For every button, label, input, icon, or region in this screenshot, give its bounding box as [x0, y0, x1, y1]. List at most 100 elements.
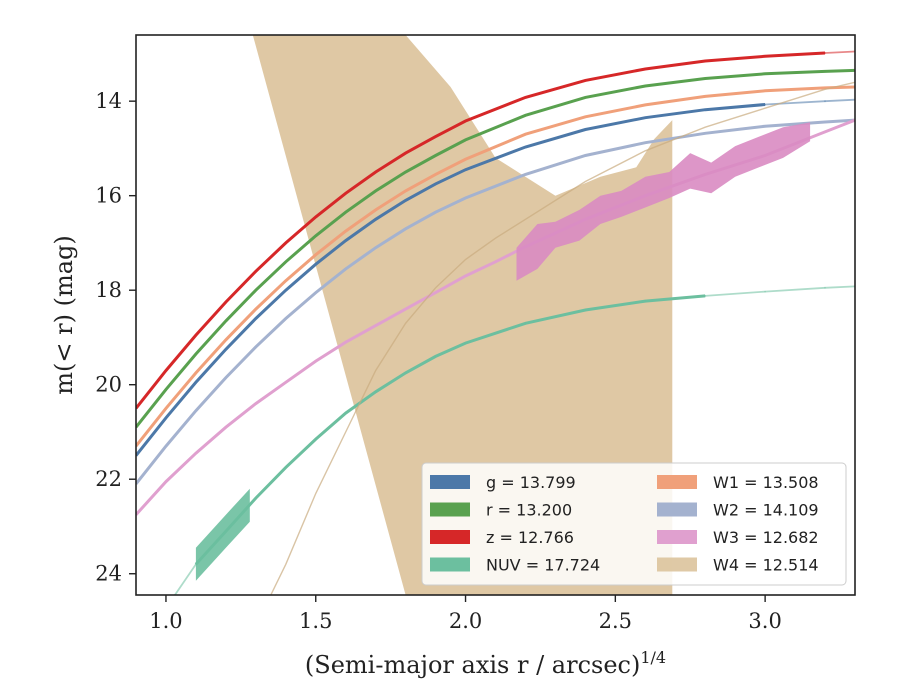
series-w3-point [254, 402, 257, 405]
series-w3-point [225, 426, 227, 429]
legend-label-w4: W4 = 12.514 [713, 556, 819, 575]
series-r-point [464, 139, 467, 141]
series-g-point [344, 239, 347, 242]
series-w2-point [524, 173, 527, 176]
series-w1-point [644, 104, 647, 106]
series-r-point [434, 154, 437, 157]
x-tick-label: 3.0 [748, 609, 781, 633]
series-z-point [764, 55, 766, 58]
series-g-point [764, 103, 766, 106]
series-r-point [225, 320, 227, 322]
series-r-point [284, 260, 287, 263]
series-r-point [344, 211, 347, 214]
legend-label-w1: W1 = 13.508 [713, 473, 819, 492]
legend-swatch-nuv [430, 557, 470, 572]
series-z-point [464, 120, 467, 122]
x-tick-label: 1.0 [149, 609, 182, 633]
series-nuv-point [464, 342, 467, 344]
series-z-point [374, 171, 377, 173]
series-w3-point [434, 291, 437, 294]
y-tick-label: 22 [95, 467, 122, 491]
series-r-point [314, 234, 317, 237]
y-tick-label: 20 [95, 373, 122, 397]
legend-label-nuv: NUV = 17.724 [486, 556, 600, 575]
series-g-point [644, 116, 647, 119]
series-r-point [644, 85, 647, 87]
series-z-point [254, 270, 257, 273]
series-g-point [464, 168, 467, 171]
y-axis: 14 16 18 20 22 24 [95, 89, 136, 586]
series-nuv-point [644, 300, 647, 302]
series-g-point [434, 183, 437, 185]
series-w1-point [344, 230, 347, 233]
series-z-point [704, 60, 707, 62]
series-w2-point [284, 317, 287, 320]
series-w1-point [584, 115, 587, 118]
series-r-point [254, 289, 257, 292]
series-g-point [254, 317, 257, 320]
series-w3-point [494, 260, 497, 263]
series-nuv-point [284, 466, 287, 469]
series-w3-point [314, 360, 317, 362]
series-g-point [195, 381, 197, 384]
series-r-line [136, 68, 855, 429]
series-g-point [314, 263, 317, 266]
series-z-point [165, 369, 167, 372]
series-z-point [584, 79, 587, 82]
series-g-point [584, 128, 587, 131]
series-g-point [165, 416, 167, 419]
x-axis-label-exponent: 1/4 [640, 648, 666, 667]
series-w2-point [165, 445, 167, 447]
series-w2-point [434, 211, 437, 214]
series-w2-point [404, 227, 407, 230]
legend-swatch-r [430, 502, 470, 517]
series-w1-point [195, 372, 197, 374]
y-tick-label: 24 [95, 562, 122, 586]
series-g-point [824, 100, 826, 103]
plot-frame [135, 34, 856, 596]
series-nuv-band [195, 488, 250, 581]
data-layer [136, 35, 855, 595]
series-w2-point [314, 291, 317, 294]
series-r-point [764, 72, 766, 75]
series-r-point [374, 190, 377, 192]
series-z-point [524, 96, 527, 99]
series-w4-envelope [252, 35, 673, 595]
x-axis: 1.0 1.5 2.0 2.5 3.0 [149, 595, 782, 633]
series-w1-point [404, 190, 407, 192]
series-w2-line [136, 118, 855, 485]
series-w3-point [284, 381, 287, 384]
series-w1-point [434, 173, 437, 176]
series-z-point [284, 242, 287, 244]
series-g-point [404, 199, 407, 202]
series-nuv-point [524, 322, 527, 325]
legend-swatch-w4 [657, 557, 697, 572]
x-axis-label: (Semi-major axis r / arcsec)1/4 [305, 648, 666, 679]
series-w2-point [464, 197, 467, 199]
x-tick-label: 2.5 [599, 609, 632, 633]
series-w1-point [374, 209, 377, 211]
x-axis-label-main: (Semi-major axis r / arcsec) [305, 651, 640, 679]
series-nuv-point [344, 412, 347, 414]
series-r-point [584, 96, 587, 99]
legend-label-z: z = 12.766 [486, 528, 574, 547]
series-z-point [314, 216, 317, 218]
series-r-point [824, 70, 826, 73]
legend-box [421, 462, 847, 586]
series-nuv-point [314, 438, 317, 440]
series-g-line [136, 103, 766, 457]
series-w1-point [704, 95, 707, 98]
y-tick-label: 14 [95, 89, 122, 113]
series-w4-line [270, 81, 855, 595]
series-g-point [524, 146, 527, 148]
series-nuv-point [824, 286, 826, 289]
series-z-point [195, 334, 197, 336]
series-nuv-point [374, 390, 377, 393]
series-z-point [344, 192, 347, 195]
series-g-point [225, 348, 227, 351]
legend-label-w3: W3 = 12.682 [713, 528, 819, 547]
x-tick-label: 1.5 [299, 609, 332, 633]
series-w1-point [824, 87, 826, 89]
series-z-point [824, 52, 826, 54]
series-nuv-line [194, 294, 706, 566]
